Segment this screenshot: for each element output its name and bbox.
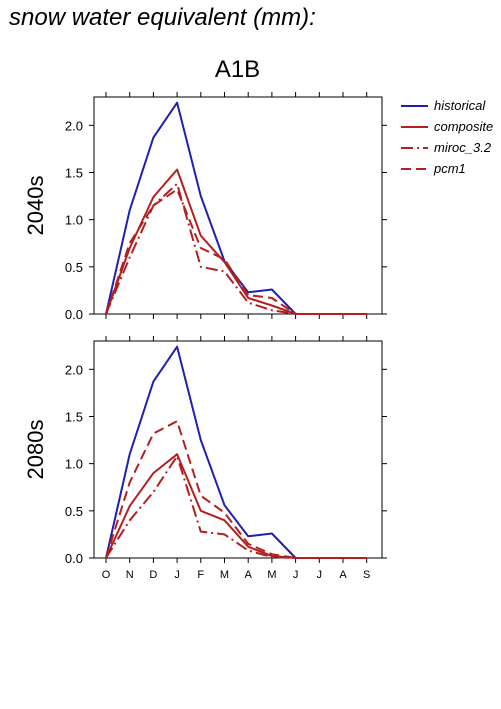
x-tick-label: S: [363, 569, 370, 581]
y-tick-label: 0.0: [65, 307, 83, 322]
y-tick-label: 1.5: [65, 409, 83, 424]
panel-label: 2080s: [23, 420, 48, 480]
y-tick-label: 2.0: [65, 362, 83, 377]
x-tick-label: J: [293, 569, 299, 581]
series-line-pcm1: [105, 188, 367, 315]
page-title: snow water equivalent (mm):: [9, 4, 316, 31]
legend-label: historical: [434, 98, 486, 113]
series-line-miroc-3-2: [105, 182, 367, 315]
x-tick-label: A: [245, 569, 253, 581]
x-tick-label: J: [174, 569, 180, 581]
x-tick-label: D: [149, 569, 157, 581]
x-tick-label: O: [102, 569, 111, 581]
panel-label: 2040s: [23, 176, 48, 236]
series-line-miroc-3-2: [105, 455, 367, 559]
x-tick-label: A: [339, 569, 347, 581]
y-tick-label: 0.5: [65, 260, 83, 275]
plot-frame: [93, 96, 383, 315]
scenario-title: A1B: [214, 56, 261, 83]
x-tick-label: F: [197, 569, 204, 581]
legend-label: miroc_3.2: [434, 140, 492, 155]
y-tick-label: 1.0: [65, 213, 83, 228]
x-tick-label: M: [267, 569, 276, 581]
legend-label: composite: [434, 119, 493, 134]
series-line-historical: [105, 101, 367, 315]
y-tick-label: 1.0: [65, 457, 83, 472]
x-tick-label: M: [220, 569, 229, 581]
y-tick-label: 1.5: [65, 165, 83, 180]
x-tick-label: J: [317, 569, 323, 581]
legend-label: pcm1: [433, 161, 466, 176]
x-tick-label: N: [126, 569, 134, 581]
series-line-composite: [105, 453, 367, 559]
series-line-composite: [105, 168, 367, 315]
y-tick-label: 2.0: [65, 118, 83, 133]
plot-frame: [93, 340, 383, 559]
series-line-pcm1: [105, 420, 367, 559]
y-tick-label: 0.5: [65, 504, 83, 519]
y-tick-label: 0.0: [65, 551, 83, 566]
